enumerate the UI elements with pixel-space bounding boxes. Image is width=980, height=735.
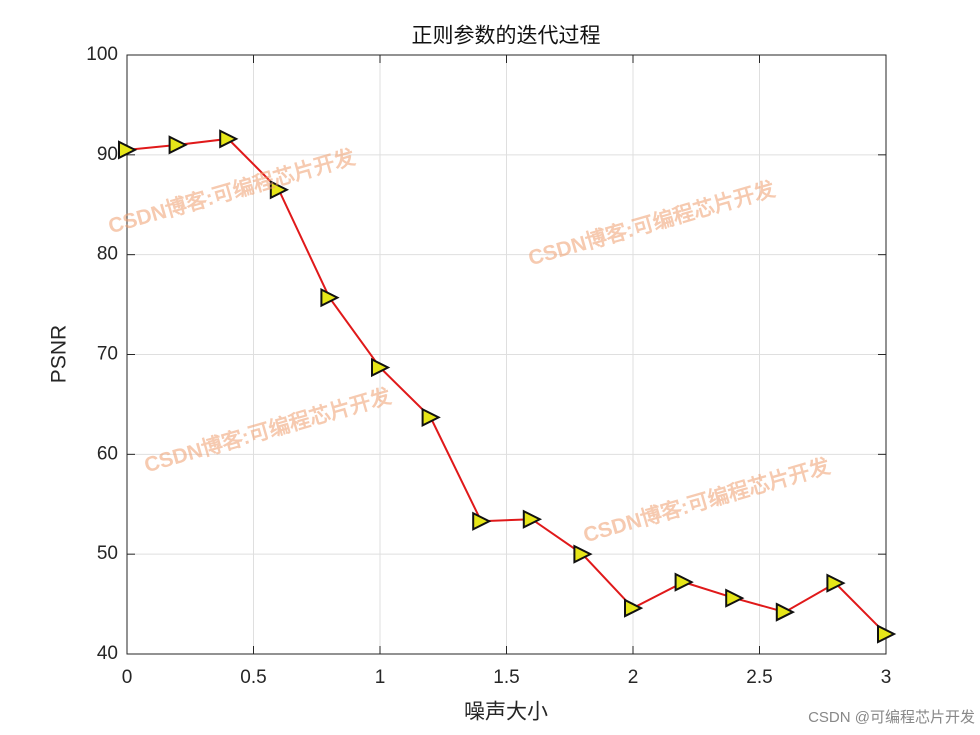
marker: [269, 180, 290, 200]
y-tick-label: 100: [86, 44, 118, 65]
x-tick-label: 1.5: [493, 667, 519, 688]
y-tick-label: 70: [97, 344, 118, 365]
marker: [624, 598, 644, 618]
marker: [472, 511, 492, 531]
marker: [522, 509, 543, 529]
marker: [674, 572, 694, 592]
marker: [775, 602, 796, 622]
marker: [320, 287, 340, 308]
y-tick-label: 90: [97, 144, 118, 165]
marker: [118, 140, 138, 160]
marker: [573, 544, 593, 564]
x-tick-label: 2.5: [746, 667, 772, 688]
chart-title: 正则参数的迭代过程: [412, 25, 601, 48]
footer: CSDN @可编程芯片开发: [808, 709, 975, 726]
x-tick-label: 0: [122, 667, 133, 688]
x-tick-label: 3: [881, 667, 892, 688]
x-axis-label: 噪声大小: [464, 701, 548, 724]
axes-box: [126, 54, 887, 655]
y-tick-label: 80: [97, 244, 118, 265]
marker: [168, 135, 188, 155]
y-tick-label: 50: [97, 543, 118, 564]
y-tick-label: 60: [97, 443, 118, 464]
marker: [421, 407, 441, 428]
x-tick-label: 1: [375, 667, 386, 688]
data-line: [126, 137, 887, 635]
y-tick-label: 40: [97, 643, 118, 664]
x-tick-label: 2: [628, 667, 639, 688]
marker: [826, 573, 846, 593]
x-tick-label: 0.5: [240, 667, 266, 688]
marker: [877, 624, 897, 644]
marker: [371, 357, 391, 378]
y-axis-label: PSNR: [48, 325, 71, 383]
marker: [219, 129, 239, 149]
marker: [725, 588, 745, 608]
